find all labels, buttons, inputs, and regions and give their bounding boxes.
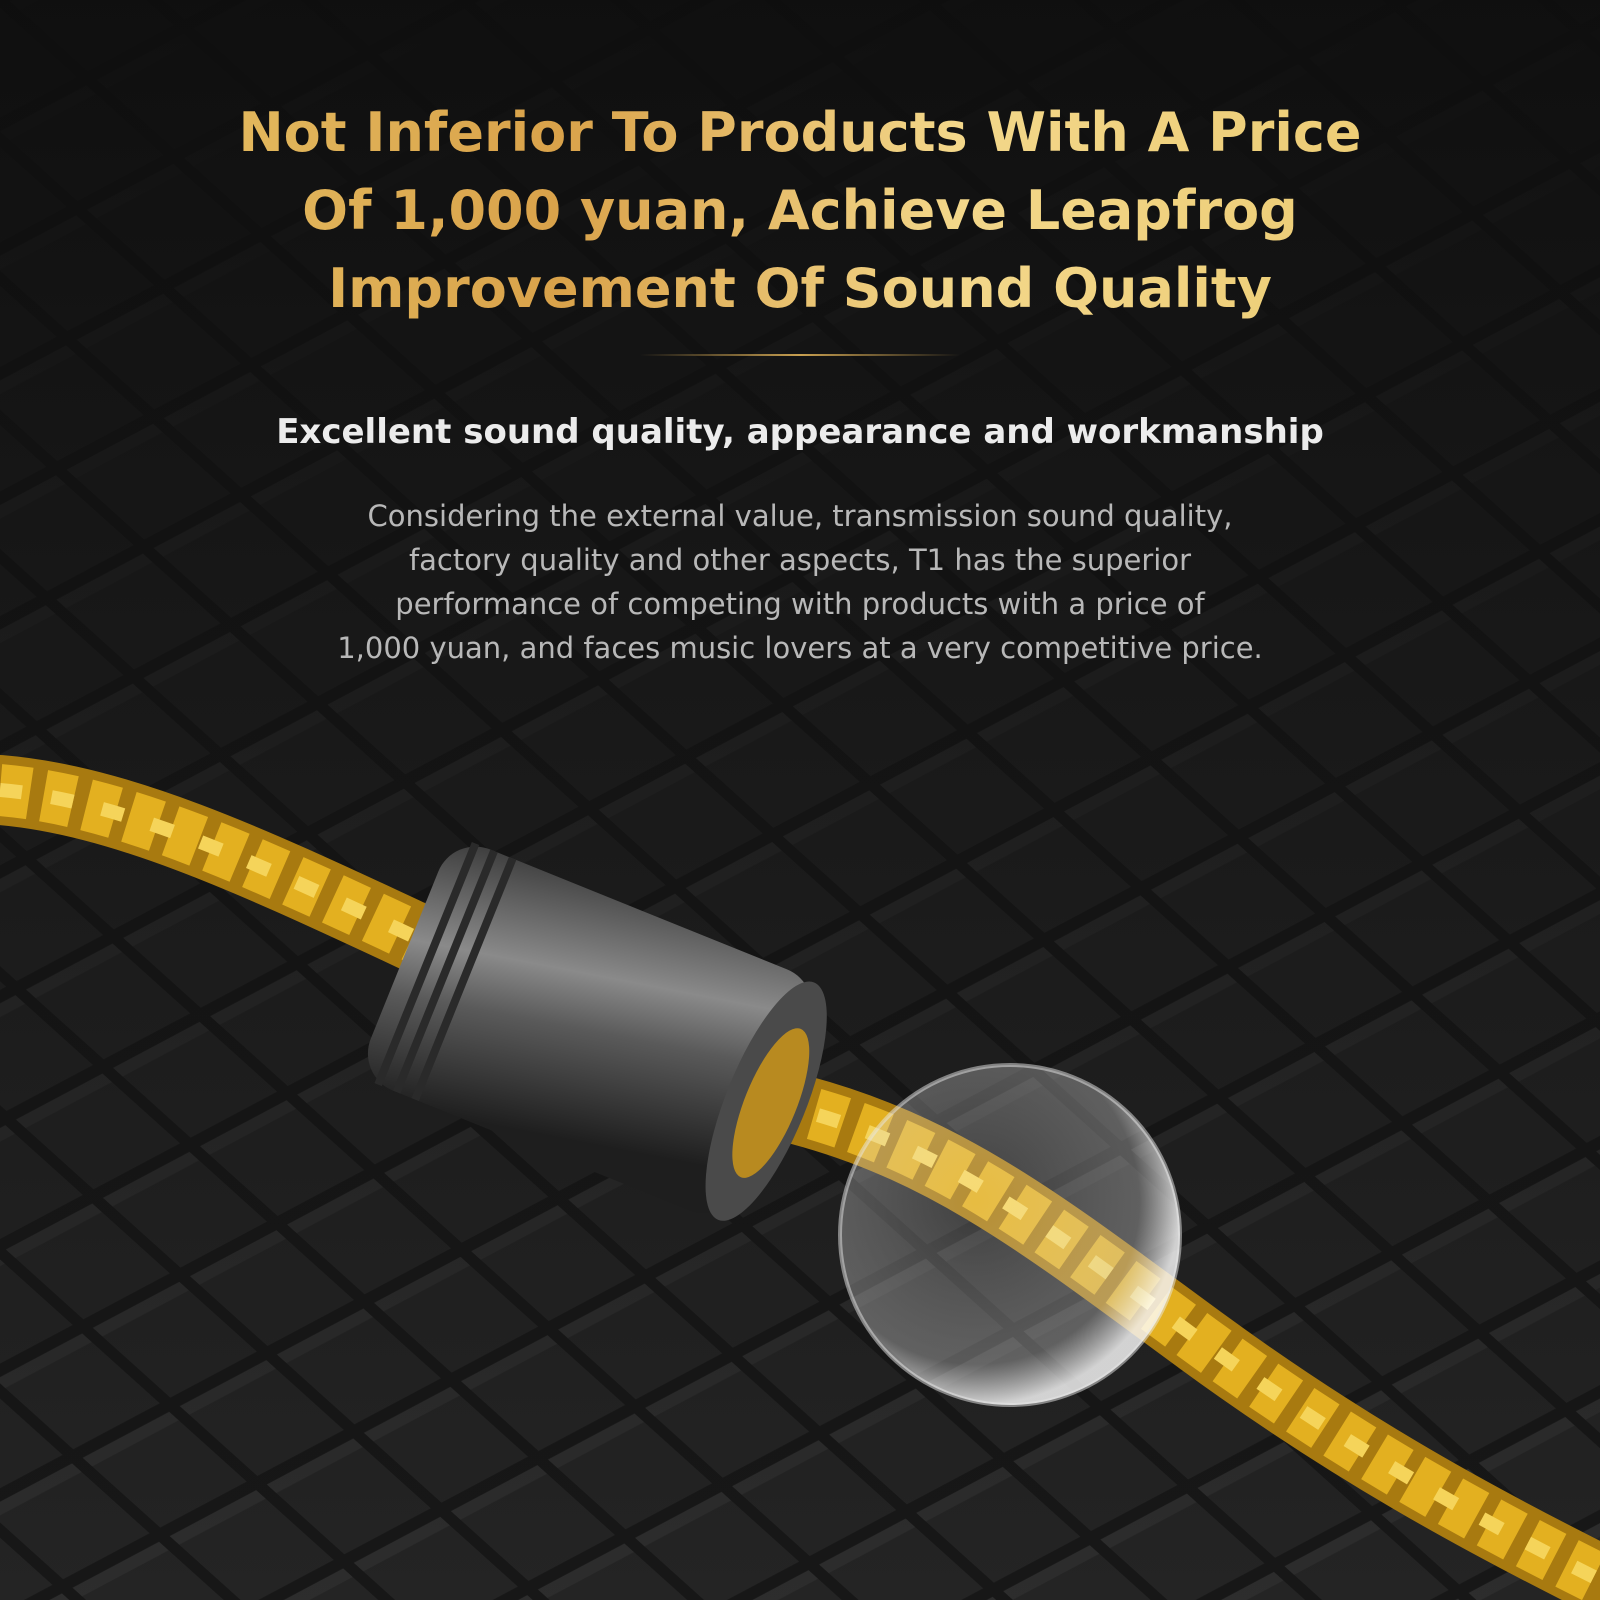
metal-splitter xyxy=(367,842,827,1221)
clear-bead xyxy=(838,1063,1182,1407)
subtitle: Excellent sound quality, appearance and … xyxy=(276,412,1324,452)
gold-divider xyxy=(640,354,960,356)
headline-line: Not Inferior To Products With A Price xyxy=(238,101,1362,165)
description-line: Considering the external value, transmis… xyxy=(367,499,1233,533)
headline-line: Improvement Of Sound Quality xyxy=(328,257,1272,321)
description-line: performance of competing with products w… xyxy=(395,587,1205,621)
headline: Not Inferior To Products With A Price Of… xyxy=(0,94,1600,328)
description-line: 1,000 yuan, and faces music lovers at a … xyxy=(337,631,1263,665)
description-line: factory quality and other aspects, T1 ha… xyxy=(408,543,1192,577)
description: Considering the external value, transmis… xyxy=(0,494,1600,670)
headline-line: Of 1,000 yuan, Achieve Leapfrog xyxy=(302,179,1298,243)
